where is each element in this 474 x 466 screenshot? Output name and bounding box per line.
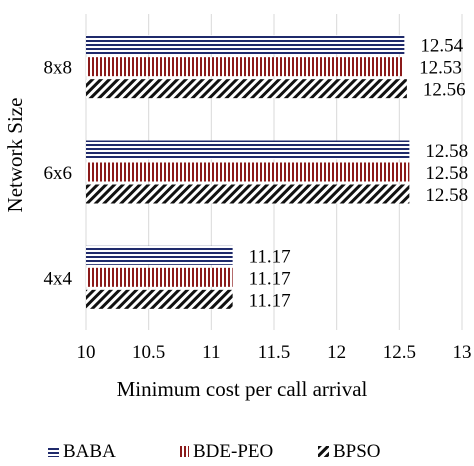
data-label: 12.54 [420, 36, 463, 57]
bar-bde-peo-4x4 [86, 267, 233, 287]
category-label: 6x6 [44, 163, 73, 184]
legend-label: BDE-PEO [193, 441, 273, 462]
x-tick-label: 12 [327, 342, 346, 363]
x-tick-label: 11.5 [258, 342, 291, 363]
bar-baba-8x8 [86, 35, 405, 55]
x-tick-labels: 10 10.5 11 11.5 12 12.5 13 [77, 342, 472, 363]
bar-baba-6x6 [86, 140, 410, 160]
bar-baba-4x4 [86, 245, 233, 265]
data-labels: 12.5412.5312.5612.5812.5812.5811.1711.17… [249, 36, 468, 312]
bar-bde-peo-6x6 [86, 162, 410, 182]
legend-swatch-baba [48, 446, 59, 457]
category-labels: 8x8 6x6 4x4 [44, 58, 73, 290]
x-tick-label: 11 [202, 342, 220, 363]
bar-bpso-8x8 [86, 79, 407, 99]
x-tick-label: 10.5 [132, 342, 165, 363]
x-tick-label: 12.5 [383, 342, 416, 363]
data-label: 12.58 [425, 141, 468, 162]
legend-swatch-bpso [318, 446, 329, 457]
legend-label: BPSO [333, 441, 381, 462]
bar-bpso-6x6 [86, 184, 410, 204]
bar-bde-peo-8x8 [86, 57, 404, 77]
data-label: 11.17 [249, 268, 291, 289]
legend: BABA BDE-PEO BPSO [48, 441, 381, 462]
data-label: 12.58 [425, 185, 468, 206]
x-tick-label: 10 [77, 342, 96, 363]
x-tick-label: 13 [453, 342, 472, 363]
legend-label: BABA [63, 441, 116, 462]
data-label: 12.53 [419, 58, 462, 79]
data-label: 11.17 [249, 290, 291, 311]
bars [86, 35, 410, 309]
y-axis-label: Network Size [3, 98, 27, 213]
data-label: 12.56 [423, 80, 466, 101]
bar-bpso-4x4 [86, 289, 233, 309]
legend-swatch-bde-peo [178, 446, 189, 457]
category-label: 4x4 [44, 268, 73, 289]
data-label: 12.58 [425, 163, 468, 184]
data-label: 11.17 [249, 246, 291, 267]
x-axis-label: Minimum cost per call arrival [117, 377, 368, 401]
category-label: 8x8 [44, 58, 73, 79]
